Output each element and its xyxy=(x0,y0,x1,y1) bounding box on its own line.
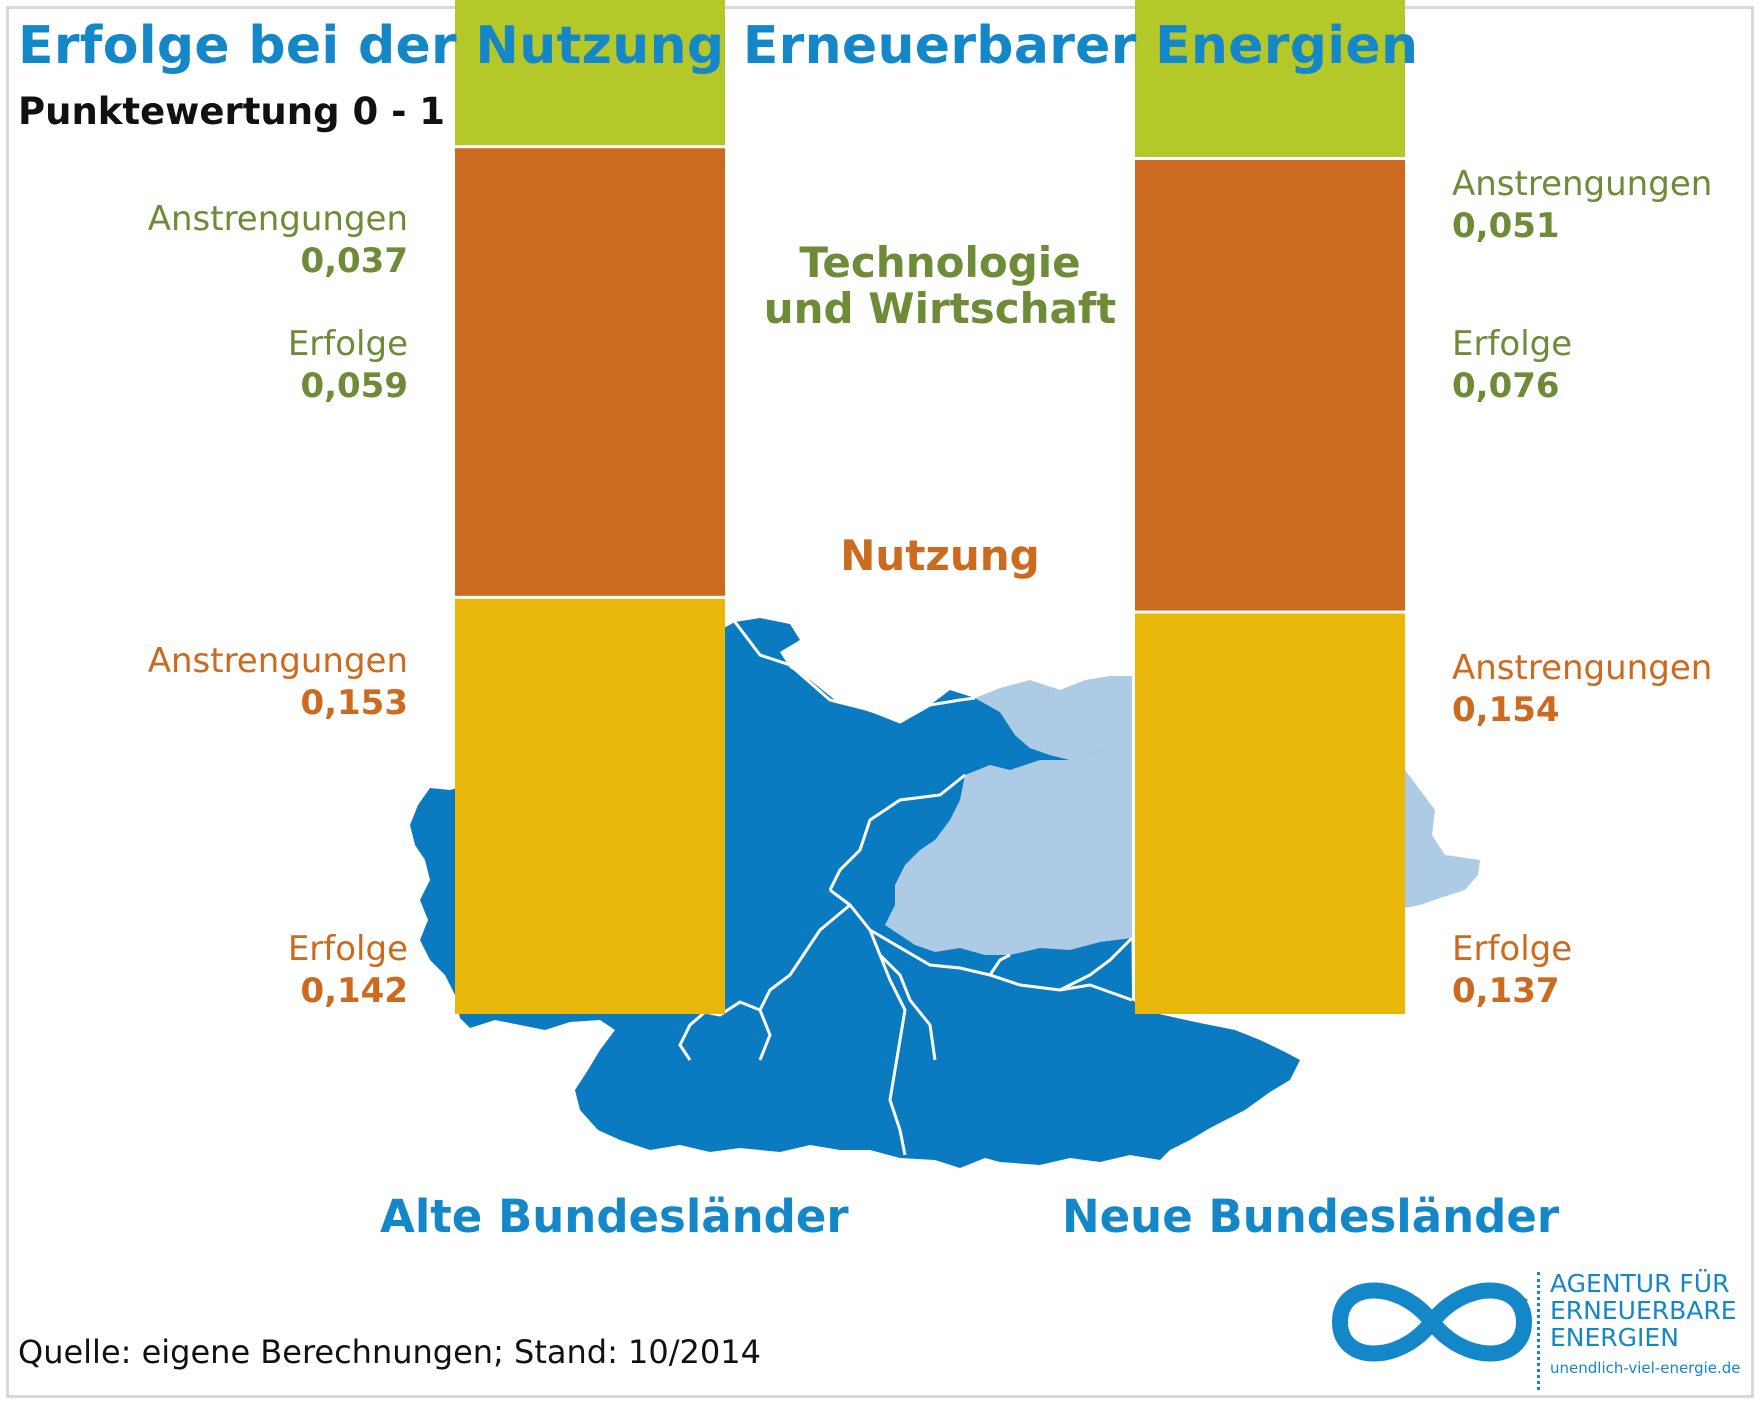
category-label-neue: Neue Bundesländer xyxy=(1062,1190,1560,1243)
logo-url: unendlich-viel-energie.de xyxy=(1550,1359,1741,1377)
logo-text: AGENTUR FÜR ERNEUERBARE ENERGIEN unendli… xyxy=(1550,1270,1741,1382)
right-tech-anstrengungen-label: Anstrengungen 0,051 xyxy=(1452,164,1713,246)
chart-title: Erfolge bei der Nutzung Erneuerbarer Ene… xyxy=(18,16,1419,76)
map-east-region xyxy=(975,676,1132,760)
left-nutzung-anstrengungen-label: Anstrengungen 0,153 xyxy=(147,641,408,723)
map-east-region-lower xyxy=(885,745,1132,955)
left-nutzung-erfolge-label: Erfolge 0,142 xyxy=(287,929,408,1011)
logo-separator xyxy=(1537,1272,1540,1390)
bar-alte-technologie-erfolge xyxy=(455,0,725,146)
right-tech-erfolge-label: Erfolge 0,076 xyxy=(1452,324,1573,406)
chart-frame xyxy=(6,6,1754,1398)
bar-alte-nutzung-anstrengungen xyxy=(455,148,725,596)
left-tech-erfolge-label: Erfolge 0,059 xyxy=(287,324,408,406)
map-border-lines xyxy=(678,621,1134,1156)
bar-neue-nutzung-erfolge xyxy=(1135,613,1405,1014)
right-nutzung-erfolge-label: Erfolge 0,137 xyxy=(1452,929,1573,1011)
bar-neue-nutzung-anstrengungen xyxy=(1135,160,1405,611)
left-tech-anstrengungen-label: Anstrengungen 0,037 xyxy=(147,199,408,281)
bars-layer xyxy=(455,0,1405,1014)
bar-neue-technologie-erfolge xyxy=(1135,0,1405,158)
logo-line-1: AGENTUR FÜR xyxy=(1550,1269,1730,1298)
chart-subtitle: Punktewertung 0 - 1 xyxy=(18,90,446,133)
map-east-region-right xyxy=(1405,770,1480,908)
source-note: Quelle: eigene Berechnungen; Stand: 10/2… xyxy=(18,1333,761,1371)
category-label-alte: Alte Bundesländer xyxy=(380,1190,849,1243)
logo-line-2: ERNEUERBARE xyxy=(1550,1296,1737,1325)
group-label-nutzung: Nutzung xyxy=(840,531,1040,580)
group-label-technologie: Technologie und Wirtschaft xyxy=(763,238,1117,333)
right-nutzung-anstrengungen-label: Anstrengungen 0,154 xyxy=(1452,648,1713,730)
bar-alte-nutzung-erfolge xyxy=(455,598,725,1014)
logo-line-3: ENERGIEN xyxy=(1550,1323,1679,1352)
